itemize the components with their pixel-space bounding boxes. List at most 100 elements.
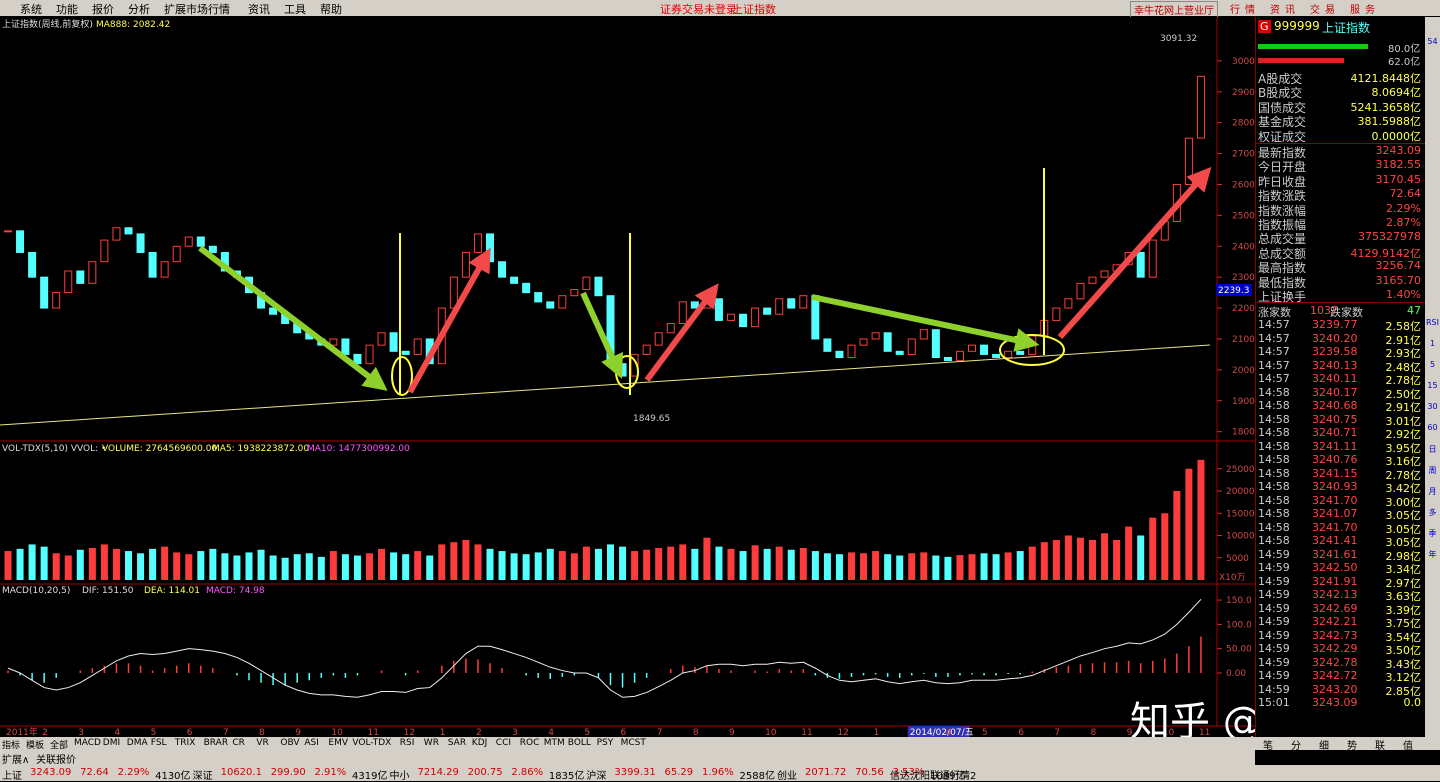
tool-button[interactable]: 周 — [1428, 466, 1437, 475]
annotations — [0, 166, 1212, 426]
y-tick-label: 100.0 — [1226, 620, 1252, 630]
top-button[interactable]: 讯 — [1285, 5, 1295, 16]
tool-button[interactable]: 季 — [1428, 529, 1437, 538]
candle — [895, 350, 904, 355]
up-arrow — [644, 283, 719, 382]
indicator-tab[interactable]: VR — [256, 738, 269, 748]
menu-item[interactable]: 分析 — [128, 3, 150, 16]
top-button[interactable]: 服 — [1350, 5, 1360, 16]
top-button[interactable]: 交 — [1310, 5, 1320, 16]
volume-bar — [763, 548, 771, 580]
tick-price: 3242.21 — [1312, 615, 1358, 628]
top-button[interactable]: 资 — [1270, 5, 1280, 16]
indicator-tab[interactable]: 全部 — [50, 741, 69, 751]
candle — [1076, 282, 1085, 300]
sub-tab[interactable]: 关联报价 — [36, 755, 76, 766]
candle — [1136, 251, 1145, 278]
sub-tab[interactable]: 扩展∧ — [2, 755, 30, 766]
quote-tab[interactable]: 势 — [1347, 741, 1357, 752]
indicator-tab[interactable]: 模板 — [26, 741, 45, 751]
tool-button[interactable]: 60 — [1427, 423, 1438, 432]
top-button[interactable]: 情 — [1245, 5, 1255, 16]
menu-item[interactable]: 系统 — [20, 3, 42, 16]
menu-item[interactable]: 资讯 — [248, 3, 270, 16]
tool-button[interactable]: 多 — [1428, 508, 1437, 517]
indicator-tab[interactable]: TRIX — [174, 738, 196, 748]
quote-tab[interactable]: 值 — [1403, 741, 1413, 752]
candle — [208, 245, 217, 253]
menu-item[interactable]: 扩展市场行情 — [164, 3, 230, 16]
candle — [76, 270, 85, 284]
tool-button[interactable]: 月 — [1428, 487, 1437, 496]
tool-button[interactable]: 30 — [1427, 402, 1438, 411]
volume-bar — [908, 553, 916, 580]
quote-tab[interactable]: 联 — [1375, 741, 1385, 752]
indicator-tab[interactable]: WR — [423, 738, 439, 748]
tool-button[interactable]: 15 — [1427, 381, 1438, 390]
x-tick-label: 10 — [331, 728, 343, 738]
indicator-tab[interactable]: CCI — [495, 738, 512, 748]
status-item: 7214.29 — [417, 767, 459, 778]
indicator-tab[interactable]: 指标 — [2, 741, 21, 751]
y-tick-label: 2700 — [1232, 150, 1255, 160]
stat-value: 375327978 — [1358, 230, 1421, 244]
tick-price: 3240.20 — [1312, 331, 1358, 345]
volume-bar — [233, 555, 241, 580]
menu-item[interactable]: 报价 — [92, 3, 114, 16]
badge: G — [1258, 20, 1271, 33]
tool-button[interactable]: 日 — [1428, 445, 1437, 454]
quote-tab[interactable]: 细 — [1319, 741, 1329, 752]
stat-label: 国债成交 — [1258, 100, 1307, 115]
volume-bar — [1101, 533, 1109, 580]
legend-item: VOLUME: 2764569600.00 — [102, 444, 217, 454]
tick-time: 14:57 — [1258, 318, 1290, 331]
indicator-tab[interactable]: MACD — [74, 738, 101, 748]
tool-button[interactable]: 5 — [1429, 360, 1436, 369]
volume-bar — [4, 551, 12, 580]
candle — [389, 332, 398, 352]
status-item: 深证 — [192, 771, 213, 782]
indicator-tab[interactable]: BRAR — [203, 738, 229, 748]
candle — [329, 338, 338, 346]
menu-item[interactable]: 工具 — [284, 3, 306, 16]
indicator-tab[interactable]: PSY — [596, 738, 614, 748]
tick-price: 3242.29 — [1312, 642, 1358, 655]
tool-button[interactable]: 年 — [1428, 550, 1437, 559]
tick-time: 14:57 — [1258, 358, 1290, 372]
indicator-tab[interactable]: MCST — [620, 738, 646, 748]
volume-bar — [28, 544, 36, 580]
quote-tab[interactable]: 笔 — [1263, 741, 1273, 752]
stat-value: 381.5988亿 — [1357, 115, 1422, 129]
indicator-tab[interactable]: FSL — [150, 738, 167, 748]
indicator-tab[interactable]: RSI — [399, 738, 415, 748]
indicator-tab[interactable]: EMV — [328, 738, 348, 748]
stat-label: 最低指数 — [1258, 275, 1307, 290]
indicator-tab[interactable]: OBV — [280, 738, 300, 748]
indicator-tab[interactable]: VOL-TDX — [352, 738, 392, 748]
indicator-tab[interactable]: CR — [232, 738, 245, 748]
volume-bar — [221, 553, 229, 580]
volume-bar — [137, 553, 145, 580]
top-button[interactable]: 行 — [1230, 5, 1240, 16]
indicator-tab[interactable]: BOLL — [567, 738, 591, 748]
indicator-tab[interactable]: SAR — [447, 738, 467, 748]
indicator-tab[interactable]: DMI — [102, 738, 121, 748]
tool-button[interactable]: 54 — [1427, 37, 1438, 46]
stat-value: 2.29% — [1386, 201, 1421, 215]
indicator-tab[interactable]: MTM — [543, 738, 565, 748]
quote-tab[interactable]: 分 — [1291, 741, 1301, 752]
quote-tabs: 笔分细势联值 — [1255, 737, 1425, 752]
top-button[interactable]: 易 — [1325, 5, 1335, 16]
menu-item[interactable]: 帮助 — [320, 3, 342, 16]
top-button[interactable]: 务 — [1365, 5, 1375, 16]
menu-item[interactable]: 功能 — [56, 3, 78, 16]
indicator-tab[interactable]: ASI — [304, 738, 319, 748]
tool-button[interactable]: RSI — [1426, 318, 1439, 327]
indicator-tab[interactable]: ROC — [519, 738, 540, 748]
tool-button[interactable]: 1 — [1429, 339, 1436, 348]
tick-price: 3240.11 — [1312, 372, 1358, 385]
volume-bar — [1040, 542, 1048, 580]
indicator-tab[interactable]: KDJ — [471, 738, 488, 748]
x-tick-label: 8 — [1091, 728, 1097, 738]
indicator-tab[interactable]: DMA — [126, 738, 148, 748]
